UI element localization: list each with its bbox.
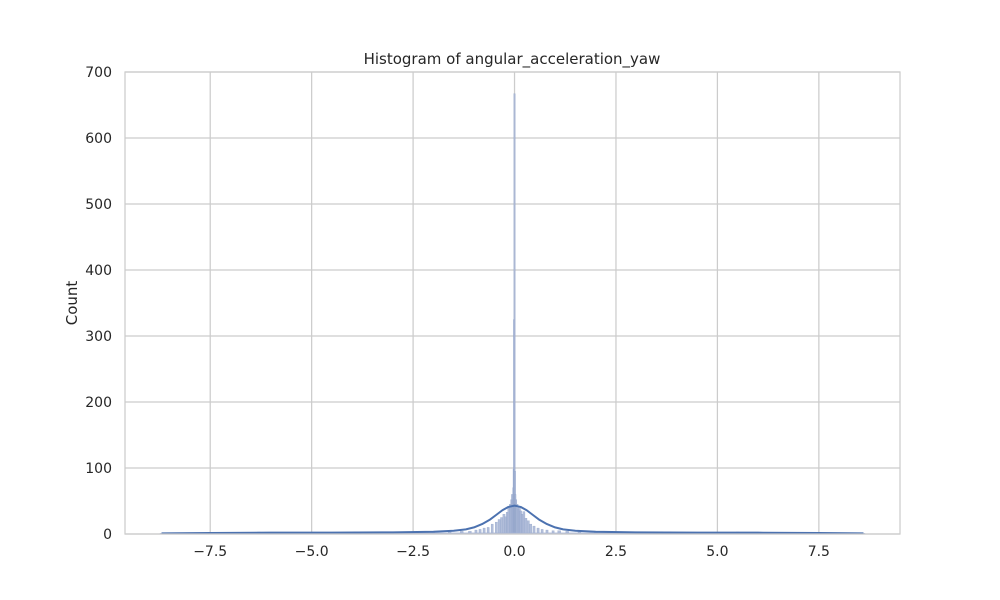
y-tick-label: 700 [85,65,112,81]
x-tick-label: −5.0 [295,544,329,560]
y-tick-label: 200 [85,395,112,411]
histogram-bar [495,521,498,535]
histogram-bar [522,511,526,535]
histogram-bar [500,517,503,535]
histogram-bar [513,93,516,535]
chart-title: Histogram of angular_acceleration_yaw [364,50,661,69]
histogram-bar [529,523,533,535]
histogram-bar [524,518,528,535]
y-tick-label: 400 [85,263,112,279]
y-tick-label: 0 [103,527,112,543]
y-tick-label: 300 [85,329,112,345]
x-tick-label: 5.0 [706,544,728,560]
x-tick-label: 0.0 [503,544,525,560]
y-tick-label: 500 [85,197,112,213]
grid-lines [125,71,900,535]
histogram-bar [527,520,530,535]
kde-curve [161,504,864,535]
plot-frame [124,71,901,535]
kde-curve-group [161,504,864,535]
y-tick-label: 100 [85,461,112,477]
y-tick-label: 600 [85,131,112,147]
x-tick-label: −2.5 [396,544,430,560]
x-tick-label: −7.5 [193,544,227,560]
y-axis-label: Count [63,281,81,326]
x-axis-ticks: −7.5 −5.0 −2.5 0.0 2.5 5.0 7.5 [193,544,830,560]
histogram-bar [490,523,494,535]
x-tick-label: 2.5 [605,544,627,560]
histogram-bar [497,519,501,535]
y-axis-ticks: 0 100 200 300 400 500 600 700 [85,65,112,543]
x-tick-label: 7.5 [808,544,830,560]
